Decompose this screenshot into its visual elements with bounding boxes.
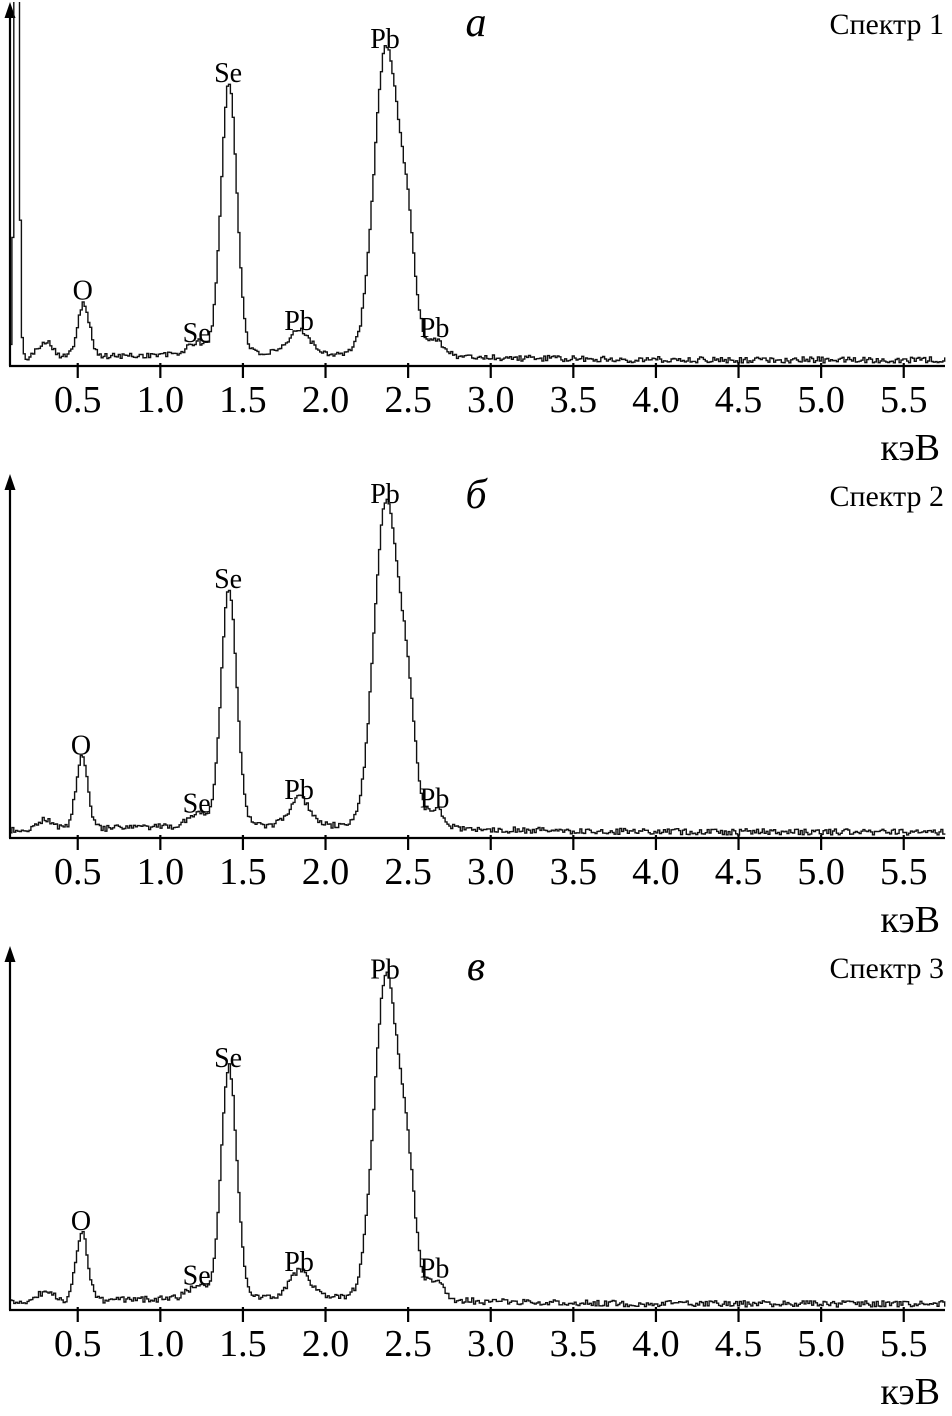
x-tick-label: 2.0 bbox=[302, 1323, 350, 1365]
x-tick-label: 2.0 bbox=[302, 851, 350, 893]
peak-label-se: Se bbox=[214, 58, 242, 89]
x-tick-label: 4.5 bbox=[715, 1323, 763, 1365]
spectrum-chart-3: 0.5 1.0 1.5 2.0 2.5 3.0 3.5 4.0 4.5 5.0 5.5 кэВ O Se S… bbox=[4, 946, 946, 1413]
x-tick-label: 0.5 bbox=[54, 379, 102, 421]
spectrum-trace bbox=[11, 971, 946, 1308]
peak-label-o: O bbox=[73, 276, 93, 307]
peak-label-pb: Pb bbox=[284, 775, 314, 806]
spectrum-chart-2: 0.5 1.0 1.5 2.0 2.5 3.0 3.5 4.0 4.5 5.0 5.5 кэВ O Se S… bbox=[4, 474, 946, 941]
peak-label-se: Se bbox=[214, 1043, 242, 1074]
x-tick-label: 3.0 bbox=[467, 851, 515, 893]
x-tick-label: 1.5 bbox=[219, 379, 267, 421]
x-tick-label: 0.5 bbox=[54, 851, 102, 893]
spectrum-panel-3: 0.5 1.0 1.5 2.0 2.5 3.0 3.5 4.0 4.5 5.0 5.5 кэВ O Se S… bbox=[0, 944, 952, 1416]
peak-label-se: Se bbox=[214, 564, 242, 595]
x-tick-label: 5.0 bbox=[797, 851, 845, 893]
spectrum-panel-2: 0.5 1.0 1.5 2.0 2.5 3.0 3.5 4.0 4.5 5.0 5.5 кэВ O Se S… bbox=[0, 472, 952, 944]
x-tick-label: 5.0 bbox=[797, 379, 845, 421]
x-tick-label: 3.5 bbox=[550, 1323, 598, 1365]
x-tick-label: 4.0 bbox=[632, 851, 680, 893]
peak-label-pb: Pb bbox=[284, 1247, 314, 1278]
x-axis-label: кэВ bbox=[880, 899, 940, 941]
spectrum-trace bbox=[11, 2, 946, 364]
x-tick-label: 0.5 bbox=[54, 1323, 102, 1365]
x-tick-label: 2.5 bbox=[384, 851, 432, 893]
spectrum-trace bbox=[11, 498, 946, 836]
x-tick-label: 5.5 bbox=[880, 379, 928, 421]
peak-label-se: Se bbox=[183, 1260, 211, 1291]
spectrum-chart-1: 0.5 1.0 1.5 2.0 2.5 3.0 3.5 4.0 4.5 5.0 5.5 кэВ O Se S… bbox=[4, 2, 946, 469]
y-axis-arrow bbox=[4, 946, 16, 962]
peak-label-pb: Pb bbox=[420, 313, 450, 344]
x-tick-label: 3.0 bbox=[467, 1323, 515, 1365]
peak-label-pb: Pb bbox=[284, 306, 314, 337]
y-axis-arrow bbox=[4, 2, 16, 18]
peak-label-se: Se bbox=[183, 318, 211, 349]
x-tick-label: 2.0 bbox=[302, 379, 350, 421]
x-tick-label: 5.5 bbox=[880, 851, 928, 893]
peak-label-pb: Pb bbox=[370, 479, 400, 510]
x-axis-label: кэВ bbox=[880, 1371, 940, 1413]
peak-label-pb: Pb bbox=[420, 783, 450, 814]
x-tick-label: 4.0 bbox=[632, 379, 680, 421]
peak-label-se: Se bbox=[183, 788, 211, 819]
peak-label-pb: Pb bbox=[420, 1254, 450, 1285]
peak-label-pb: Pb bbox=[370, 24, 400, 55]
x-tick-label: 5.0 bbox=[797, 1323, 845, 1365]
x-tick-label: 4.0 bbox=[632, 1323, 680, 1365]
x-tick-label: 3.5 bbox=[550, 851, 598, 893]
spectrum-panel-1: 0.5 1.0 1.5 2.0 2.5 3.0 3.5 4.0 4.5 5.0 5.5 кэВ O Se S… bbox=[0, 0, 952, 472]
x-tick-label: 1.0 bbox=[137, 1323, 185, 1365]
x-tick-label: 1.0 bbox=[137, 379, 185, 421]
x-tick-label: 1.0 bbox=[137, 851, 185, 893]
x-axis-label: кэВ bbox=[880, 427, 940, 469]
x-tick-label: 4.5 bbox=[715, 851, 763, 893]
x-tick-label: 4.5 bbox=[715, 379, 763, 421]
peak-label-o: O bbox=[71, 1206, 91, 1237]
x-tick-label: 3.5 bbox=[550, 379, 598, 421]
x-tick-label: 1.5 bbox=[219, 1323, 267, 1365]
peak-label-pb: Pb bbox=[370, 954, 400, 985]
peak-label-o: O bbox=[71, 731, 91, 762]
x-tick-label: 1.5 bbox=[219, 851, 267, 893]
x-tick-label: 5.5 bbox=[880, 1323, 928, 1365]
y-axis-arrow bbox=[4, 474, 16, 490]
x-tick-label: 2.5 bbox=[384, 379, 432, 421]
x-tick-label: 3.0 bbox=[467, 379, 515, 421]
x-tick-label: 2.5 bbox=[384, 1323, 432, 1365]
